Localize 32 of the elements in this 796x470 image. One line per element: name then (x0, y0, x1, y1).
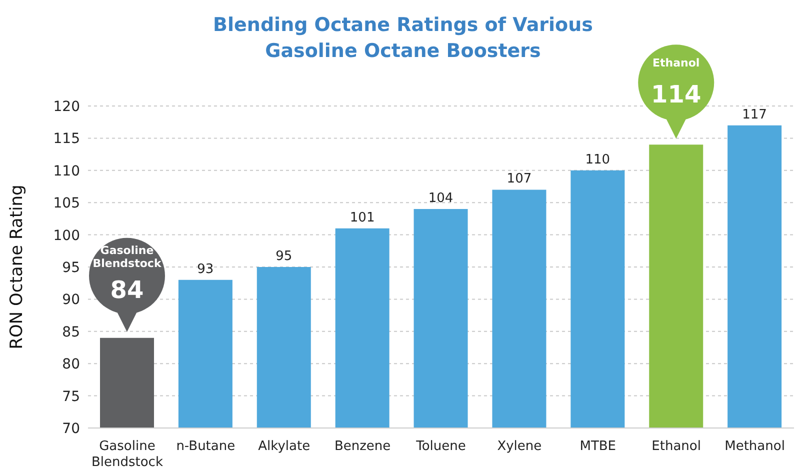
annotation: Gasoline Blendstock (92, 244, 162, 270)
x-tick-label: Alkylate (258, 439, 310, 454)
data-label: 114 (651, 80, 702, 109)
data-label: 107 (506, 172, 532, 187)
chart-title: Blending Octane Ratings of Various Gasoline Octane Boosters (212, 13, 594, 62)
data-label: 101 (350, 210, 375, 226)
x-tick-label: Toluene (415, 439, 466, 454)
y-tick-label: 115 (53, 131, 80, 148)
x-tick-label: Xylene (497, 439, 542, 454)
data-label: 84 (110, 276, 144, 304)
y-tick-label: 120 (53, 98, 80, 115)
y-tick-label: 85 (62, 324, 80, 340)
x-tick-label: Gasoline Blendstock (91, 439, 164, 470)
x-tick-label: n-Butane (176, 439, 236, 454)
y-tick-label: 110 (53, 163, 80, 180)
data-label: 110 (585, 152, 610, 168)
y-tick-label: 90 (62, 292, 80, 308)
data-label: 93 (197, 262, 214, 277)
y-tick-label: 95 (62, 260, 80, 276)
y-tick-label: 70 (62, 420, 80, 437)
y-tick-label: 105 (53, 196, 80, 212)
x-tick-label: Ethanol (652, 439, 701, 454)
x-tick-label: MTBE (580, 439, 616, 454)
data-label: 104 (428, 191, 454, 206)
x-tick-label: Methanol (724, 439, 785, 454)
y-tick-label: 75 (62, 388, 80, 405)
data-label: 95 (276, 249, 292, 264)
data-label: 117 (742, 107, 767, 122)
y-tick-label: 80 (62, 356, 80, 373)
y-tick-label: 100 (53, 228, 80, 244)
y-axis-title: RON Octane Rating (7, 184, 28, 350)
x-tick-label: Benzene (334, 439, 391, 454)
